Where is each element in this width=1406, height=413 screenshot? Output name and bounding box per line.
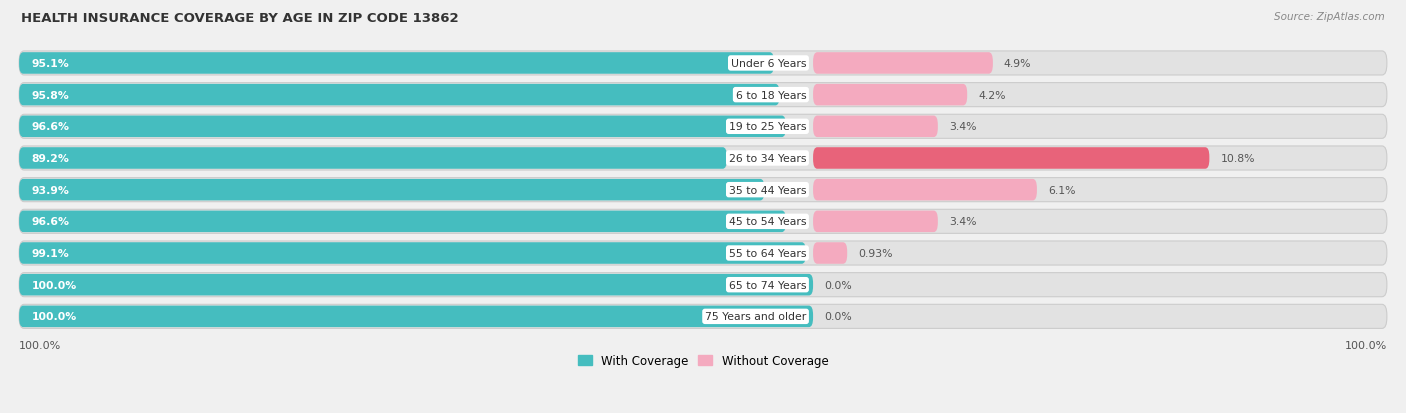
Text: 95.8%: 95.8% [31, 90, 69, 100]
Text: 0.0%: 0.0% [824, 280, 852, 290]
FancyBboxPatch shape [813, 85, 967, 106]
FancyBboxPatch shape [20, 178, 1386, 202]
FancyBboxPatch shape [20, 83, 1386, 107]
Text: 26 to 34 Years: 26 to 34 Years [728, 154, 806, 164]
FancyBboxPatch shape [20, 243, 806, 264]
Text: 89.2%: 89.2% [31, 154, 69, 164]
Text: 96.6%: 96.6% [31, 122, 69, 132]
Text: 55 to 64 Years: 55 to 64 Years [728, 248, 806, 259]
Text: Source: ZipAtlas.com: Source: ZipAtlas.com [1274, 12, 1385, 22]
FancyBboxPatch shape [813, 180, 1036, 201]
Text: 100.0%: 100.0% [1344, 340, 1386, 350]
FancyBboxPatch shape [20, 241, 1386, 266]
Legend: With Coverage, Without Coverage: With Coverage, Without Coverage [572, 350, 834, 372]
Text: 3.4%: 3.4% [949, 217, 976, 227]
Text: 99.1%: 99.1% [31, 248, 69, 259]
FancyBboxPatch shape [20, 304, 1386, 329]
Text: 96.6%: 96.6% [31, 217, 69, 227]
FancyBboxPatch shape [20, 85, 779, 106]
Text: 100.0%: 100.0% [31, 280, 77, 290]
FancyBboxPatch shape [20, 53, 773, 75]
FancyBboxPatch shape [20, 274, 813, 296]
Text: 6.1%: 6.1% [1047, 185, 1076, 195]
Text: 0.93%: 0.93% [858, 248, 893, 259]
Text: Under 6 Years: Under 6 Years [731, 59, 806, 69]
Text: 93.9%: 93.9% [31, 185, 69, 195]
FancyBboxPatch shape [20, 210, 1386, 234]
Text: 100.0%: 100.0% [20, 340, 62, 350]
Text: 0.0%: 0.0% [824, 311, 852, 322]
Text: 4.9%: 4.9% [1004, 59, 1032, 69]
FancyBboxPatch shape [813, 243, 848, 264]
Text: 65 to 74 Years: 65 to 74 Years [728, 280, 806, 290]
Text: 35 to 44 Years: 35 to 44 Years [728, 185, 806, 195]
FancyBboxPatch shape [813, 148, 1209, 169]
FancyBboxPatch shape [813, 211, 938, 233]
FancyBboxPatch shape [20, 147, 1386, 171]
FancyBboxPatch shape [813, 53, 993, 75]
Text: 4.2%: 4.2% [979, 90, 1005, 100]
FancyBboxPatch shape [20, 180, 765, 201]
Text: 3.4%: 3.4% [949, 122, 976, 132]
FancyBboxPatch shape [813, 116, 938, 138]
FancyBboxPatch shape [20, 116, 786, 138]
Text: HEALTH INSURANCE COVERAGE BY AGE IN ZIP CODE 13862: HEALTH INSURANCE COVERAGE BY AGE IN ZIP … [21, 12, 458, 25]
Text: 10.8%: 10.8% [1220, 154, 1256, 164]
FancyBboxPatch shape [20, 306, 813, 328]
FancyBboxPatch shape [20, 115, 1386, 139]
FancyBboxPatch shape [20, 52, 1386, 76]
Text: 6 to 18 Years: 6 to 18 Years [735, 90, 806, 100]
Text: 19 to 25 Years: 19 to 25 Years [728, 122, 806, 132]
Text: 95.1%: 95.1% [31, 59, 69, 69]
FancyBboxPatch shape [20, 211, 786, 233]
FancyBboxPatch shape [20, 273, 1386, 297]
Text: 75 Years and older: 75 Years and older [704, 311, 806, 322]
FancyBboxPatch shape [20, 148, 727, 169]
Text: 100.0%: 100.0% [31, 311, 77, 322]
Text: 45 to 54 Years: 45 to 54 Years [728, 217, 806, 227]
